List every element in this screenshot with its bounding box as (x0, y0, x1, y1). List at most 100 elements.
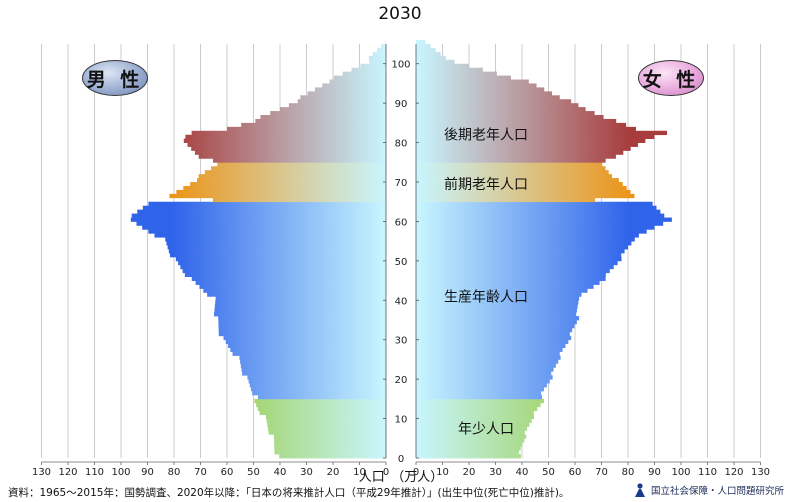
male-age-bar (182, 268, 386, 274)
female-age-bar (416, 126, 636, 132)
male-age-bar (191, 276, 386, 281)
female-age-bar (416, 122, 627, 128)
female-age-bar (416, 185, 627, 191)
female-age-bar (416, 170, 609, 175)
x-tick-label-female: 80 (622, 467, 635, 478)
female-age-bar (416, 327, 573, 333)
female-age-bar (416, 284, 594, 289)
male-age-bar (203, 288, 386, 293)
male-age-bar (240, 363, 386, 368)
female-age-bar (416, 410, 534, 416)
male-age-bar (297, 99, 386, 104)
male-age-bar (166, 241, 386, 246)
female-age-bar (416, 71, 497, 76)
male-age-bar (215, 300, 386, 305)
female-age-bar (416, 320, 577, 325)
male-age-bar (247, 375, 386, 380)
male-age-bar (279, 454, 386, 459)
source-note: 資料：1965〜2015年：国勢調査、2020年以降：「日本の将来推計人口（平成… (8, 487, 570, 499)
x-tick-label-female: 0 (413, 467, 419, 478)
female-age-bar (416, 201, 653, 207)
age-tick-label: 100 (391, 60, 410, 71)
female-age-bar (416, 434, 527, 439)
male-age-bar (232, 351, 386, 356)
female-age-bar (416, 142, 639, 147)
age-tick-label: 0 (398, 454, 404, 465)
x-tick-label-female: 20 (463, 467, 476, 478)
female-age-bar (416, 87, 545, 92)
female-age-bar (416, 343, 566, 348)
age-tick-label: 40 (395, 296, 408, 307)
female-age-bar (416, 221, 664, 226)
male-age-bar (197, 178, 386, 183)
male-age-bar (258, 394, 386, 400)
female-age-bar (416, 446, 521, 451)
x-tick-label-male: 80 (168, 467, 181, 478)
age-tick-label: 60 (395, 217, 408, 228)
male-age-bar (333, 75, 386, 80)
male-age-bar (274, 446, 386, 451)
female-age-bar (416, 182, 623, 187)
female-age-bar (416, 59, 455, 65)
male-age-bar (242, 371, 386, 376)
x-tick-label-female: 100 (671, 467, 690, 478)
male-age-bar (254, 398, 386, 404)
female-age-bar (416, 138, 646, 143)
male-age-bar (169, 193, 386, 199)
male-age-bar (360, 63, 386, 69)
male-age-bar (240, 359, 386, 364)
female-age-bar (416, 383, 547, 388)
male-age-bar (376, 47, 386, 53)
female-age-bar (416, 217, 672, 222)
male-age-bar (199, 284, 386, 289)
male-age-bar (204, 170, 386, 175)
female-age-bar (416, 454, 521, 459)
x-tick-label-male: 120 (58, 467, 77, 478)
female-age-bar (416, 292, 582, 297)
female-age-bar (416, 351, 560, 356)
male-age-bar (198, 154, 386, 159)
male-age-bar (154, 233, 386, 238)
male-age-bar (218, 316, 386, 321)
age-tick-label: 80 (395, 139, 408, 150)
x-tick-label-female: 50 (542, 467, 555, 478)
x-axis-label: 人口 （万人） (359, 470, 444, 485)
male-age-bar (195, 280, 386, 285)
female-age-bar (416, 371, 552, 376)
female-age-bar (416, 414, 535, 419)
x-tick-label-male: 0 (383, 467, 389, 478)
male-age-bar (241, 122, 386, 128)
x-tick-label-female: 110 (698, 467, 717, 478)
female-age-bar (416, 355, 561, 360)
male-age-bar (183, 138, 386, 143)
age-tick-label: 30 (395, 336, 408, 347)
female-age-bar (416, 375, 553, 380)
male-age-bar (300, 95, 386, 100)
male-age-bar (194, 150, 386, 155)
male-age-bar (225, 339, 386, 345)
female-age-bar (416, 99, 572, 104)
female-age-bar (416, 166, 606, 171)
male-age-bar (223, 335, 386, 341)
female-age-bar (416, 55, 446, 61)
age-tick-label: 70 (395, 178, 408, 189)
female-age-bar (416, 367, 554, 372)
female-age-bar (416, 422, 530, 427)
female-age-bar (416, 442, 523, 447)
female-age-bar (416, 256, 622, 262)
female-age-bar (416, 44, 431, 49)
female-age-bar (416, 111, 595, 116)
male-age-bar (176, 189, 386, 195)
male-age-bar (268, 430, 386, 435)
female-age-bar (416, 237, 635, 242)
male-age-bar (136, 221, 386, 226)
female-age-bar (416, 75, 511, 80)
female-age-bar (416, 304, 578, 309)
female-age-bar (416, 189, 631, 195)
female-age-bar (416, 387, 545, 392)
male-age-bar (256, 402, 386, 408)
male-age-bar (170, 253, 386, 258)
male-age-bar (131, 213, 386, 218)
male-age-bar (183, 185, 386, 191)
